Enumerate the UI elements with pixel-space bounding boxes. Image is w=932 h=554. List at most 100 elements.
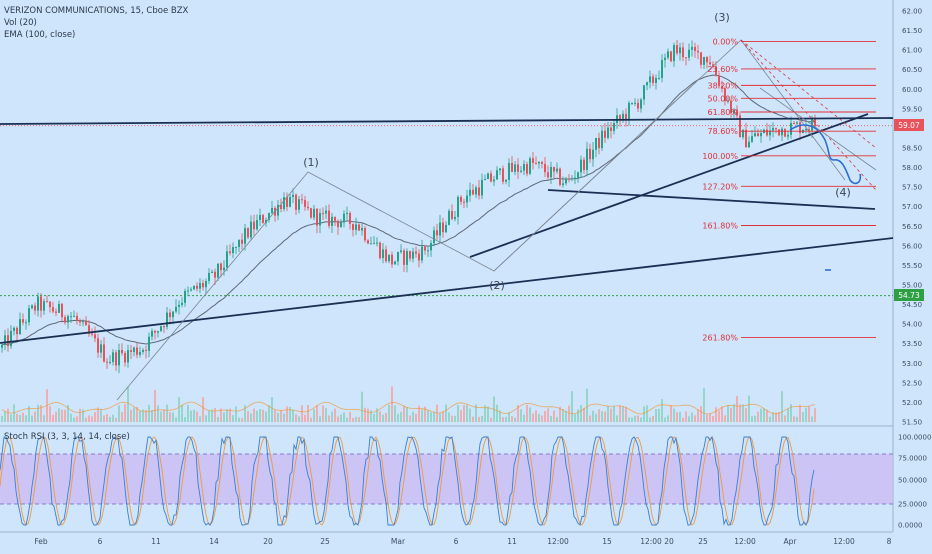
candle-body	[523, 164, 525, 171]
candle-body	[697, 50, 699, 53]
volume-bar	[181, 404, 183, 422]
price-tick-label: 55.50	[902, 262, 922, 270]
volume-bar	[649, 417, 651, 422]
candle-body	[346, 212, 348, 214]
candle-body	[7, 335, 9, 347]
volume-bar	[124, 404, 126, 422]
volume-bar	[1, 415, 3, 422]
candle-body	[262, 215, 264, 224]
wave-label: (1)	[303, 156, 319, 169]
volume-bar	[775, 412, 777, 422]
candle-body	[10, 330, 12, 347]
volume-bar	[355, 416, 357, 422]
candle-body	[112, 352, 114, 363]
candle-body	[25, 322, 27, 324]
candle-body	[598, 137, 600, 149]
candle-body	[487, 173, 489, 180]
candle-body	[76, 315, 78, 321]
candle-body	[223, 267, 225, 271]
candle-body	[283, 197, 285, 210]
fib-level-label: 50.00%	[707, 94, 738, 103]
volume-bar	[673, 408, 675, 422]
volume-bar	[388, 404, 390, 422]
volume-bar	[400, 411, 402, 422]
time-tick-label: 12:00	[734, 537, 756, 546]
candle-body	[652, 76, 654, 83]
projection-grey	[759, 87, 877, 171]
volume-bar	[151, 410, 153, 422]
price-axis[interactable]: 62.0061.5061.0060.5060.0059.5059.0058.50…	[902, 8, 922, 427]
candle-body	[526, 164, 528, 174]
price-tick-label: 56.00	[902, 242, 922, 250]
volume-bar	[265, 411, 267, 422]
volume-bar	[601, 411, 603, 422]
candle-body	[295, 194, 297, 210]
candle-body	[496, 170, 498, 180]
candle-body	[406, 251, 408, 265]
candle-body	[379, 242, 381, 259]
volume-bar	[715, 407, 717, 422]
candle-body	[235, 247, 237, 249]
candle-body	[622, 113, 624, 119]
volume-bar	[250, 413, 252, 422]
candle-body	[565, 178, 567, 184]
candle-body	[475, 187, 477, 195]
volume-bar	[106, 414, 108, 422]
candle-body	[337, 220, 339, 228]
candle-body	[478, 187, 480, 196]
stoch-legend[interactable]: Stoch RSI (3, 3, 14, 14, close)	[4, 432, 130, 442]
volume-bar	[10, 414, 12, 422]
candle-body	[31, 305, 33, 309]
volume-bar	[766, 409, 768, 422]
volume-bar	[136, 406, 138, 422]
candle-body	[661, 60, 663, 78]
candle-body	[343, 213, 345, 223]
fib-level-label: 23.60%	[707, 65, 738, 74]
candle-body	[745, 129, 747, 148]
volume-legend[interactable]: Vol (20)	[4, 18, 37, 28]
volume-bar	[34, 411, 36, 422]
candle-body	[64, 317, 66, 323]
volume-bar	[676, 412, 678, 422]
volume-bar	[88, 415, 90, 422]
candle-body	[472, 189, 474, 195]
candle-body	[169, 312, 171, 318]
candle-body	[199, 283, 201, 289]
candle-body	[22, 319, 24, 323]
volume-bar	[718, 410, 720, 422]
volume-bar	[724, 415, 726, 422]
volume-bar	[313, 409, 315, 422]
volume-bar	[565, 410, 567, 422]
volume-bar	[556, 416, 558, 422]
price-tick-label: 60.00	[902, 86, 922, 94]
volume-bar	[100, 408, 102, 422]
stoch-d-line	[0, 436, 815, 526]
stoch-lines	[0, 435, 815, 526]
volume-bar	[481, 415, 483, 422]
candle-body	[625, 113, 627, 120]
candle-body	[637, 102, 639, 109]
volume-bar	[406, 407, 408, 422]
volume-bar	[445, 404, 447, 422]
volume-bar	[73, 417, 75, 422]
price-tick-label: 55.00	[902, 282, 922, 290]
volume-bar	[748, 395, 750, 422]
volume-bar	[121, 412, 123, 422]
ema-legend[interactable]: EMA (100, close)	[4, 30, 75, 40]
time-axis[interactable]: Feb 6 11 14 20 25 Mar 6 11 12:00 15 12:00 20 25 12:00 A…	[34, 537, 891, 546]
volume-bar	[325, 408, 327, 422]
volume-bar	[37, 404, 39, 422]
volume-bar	[214, 407, 216, 422]
candle-body	[130, 350, 132, 352]
volume-bar	[184, 417, 186, 422]
volume-bar	[568, 405, 570, 422]
volume-bar	[112, 414, 114, 422]
volume-bar	[736, 396, 738, 422]
candle-body	[73, 315, 75, 317]
volume-bar	[103, 415, 105, 422]
volume-bar	[361, 391, 363, 422]
symbol-legend[interactable]: VERIZON COMMUNICATIONS, 15, Cboe BZX	[4, 6, 189, 16]
volume-bar	[805, 407, 807, 422]
